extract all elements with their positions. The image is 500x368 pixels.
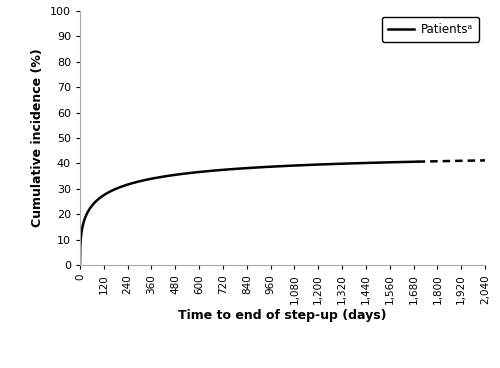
- Legend: Patientsᵃ: Patientsᵃ: [382, 17, 479, 42]
- Y-axis label: Cumulative incidence (%): Cumulative incidence (%): [32, 49, 44, 227]
- X-axis label: Time to end of step-up (days): Time to end of step-up (days): [178, 309, 387, 322]
